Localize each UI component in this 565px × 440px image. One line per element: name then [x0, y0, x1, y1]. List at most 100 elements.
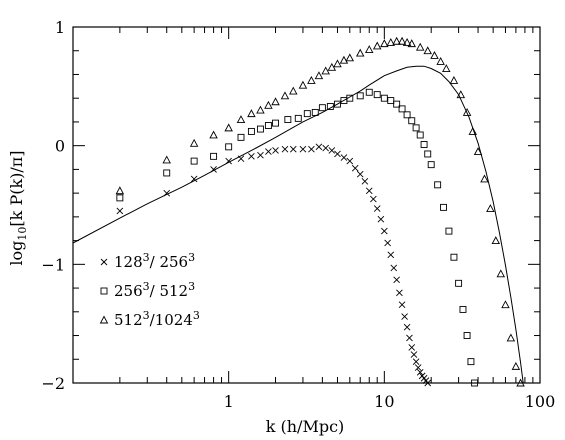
data-point — [416, 369, 424, 376]
data-point — [314, 71, 324, 80]
data-point — [272, 147, 279, 154]
data-point — [116, 207, 124, 215]
data-point — [511, 361, 521, 370]
data-point — [373, 205, 381, 212]
data-point — [334, 150, 341, 158]
data-point — [372, 41, 382, 50]
data-point — [445, 227, 453, 235]
y-axis-label: log10[k P(k)/π] — [7, 150, 29, 265]
data-point — [289, 145, 297, 153]
data-point — [162, 155, 171, 164]
data-point — [340, 154, 348, 161]
data-point — [334, 100, 341, 108]
x-axis-label: k (h/Mpc) — [266, 417, 345, 436]
data-point — [434, 181, 442, 189]
data-point — [398, 301, 406, 308]
data-point — [456, 90, 466, 99]
series-0 — [116, 143, 432, 387]
data-point — [289, 86, 298, 95]
data-point — [420, 141, 428, 148]
data-point — [322, 144, 330, 152]
data-point — [427, 161, 435, 169]
data-point — [408, 117, 416, 125]
data-point — [473, 147, 483, 156]
data-point — [361, 177, 369, 185]
data-point — [280, 91, 290, 100]
legend: 1283/ 2563 2563/ 5123 5123/10243 — [99, 251, 200, 329]
legend-marker — [99, 315, 109, 324]
data-point — [209, 130, 218, 139]
data-point — [247, 109, 256, 118]
data-point — [257, 151, 264, 159]
data-point — [398, 105, 406, 113]
data-point — [224, 123, 233, 132]
data-point — [345, 53, 355, 62]
model-curve — [72, 65, 524, 384]
data-point — [412, 124, 420, 132]
data-point — [346, 157, 354, 165]
legend-label: 5123/10243 — [114, 309, 200, 329]
data-point — [424, 150, 432, 158]
data-point — [414, 364, 422, 371]
data-point — [407, 39, 416, 48]
data-point — [299, 145, 307, 153]
data-point — [256, 105, 265, 114]
data-point — [190, 157, 198, 165]
data-point — [468, 126, 478, 135]
data-point — [403, 111, 411, 119]
data-point — [390, 264, 398, 272]
series-2 — [115, 36, 525, 387]
data-point — [265, 148, 272, 155]
data-point — [248, 153, 255, 160]
x-tick-label: 10 — [374, 392, 394, 411]
data-point — [356, 170, 364, 178]
data-point — [264, 100, 273, 109]
data-point — [373, 91, 381, 99]
data-point — [236, 115, 246, 124]
data-point — [393, 100, 401, 108]
data-point — [364, 45, 374, 53]
data-point — [272, 119, 279, 127]
data-point — [365, 88, 373, 96]
data-point — [284, 116, 292, 124]
data-point — [403, 323, 411, 331]
data-point — [333, 59, 342, 68]
legend-label: 1283/ 2563 — [114, 251, 195, 271]
data-point — [225, 143, 233, 151]
data-point — [480, 174, 489, 183]
data-point — [396, 289, 403, 297]
plot-frame — [72, 26, 541, 384]
data-point — [115, 186, 125, 195]
data-point — [189, 138, 199, 147]
data-point — [416, 131, 424, 139]
data-point — [247, 127, 255, 135]
data-point — [412, 358, 420, 365]
data-point — [315, 143, 323, 151]
data-point — [516, 378, 525, 387]
legend-marker — [100, 258, 108, 266]
data-point — [442, 64, 451, 72]
data-point — [462, 107, 472, 116]
data-point — [256, 125, 264, 133]
y-tick-label: 1 — [55, 18, 65, 37]
data-series — [72, 36, 525, 387]
data-point — [436, 56, 445, 65]
data-point — [303, 110, 311, 118]
axis-ticks — [72, 26, 540, 384]
plot-border — [72, 26, 541, 384]
data-point — [486, 204, 495, 213]
x-tick-label: 100 — [525, 392, 556, 411]
data-point — [377, 215, 385, 223]
data-point — [440, 203, 447, 211]
data-point — [387, 97, 395, 105]
data-point — [318, 104, 326, 112]
data-point — [210, 152, 218, 160]
data-point — [410, 351, 418, 358]
data-point — [351, 164, 359, 172]
data-point — [381, 227, 388, 235]
data-point — [423, 46, 432, 55]
series-1 — [116, 88, 479, 387]
data-point — [501, 300, 510, 309]
data-point — [402, 37, 412, 46]
data-point — [298, 80, 308, 89]
